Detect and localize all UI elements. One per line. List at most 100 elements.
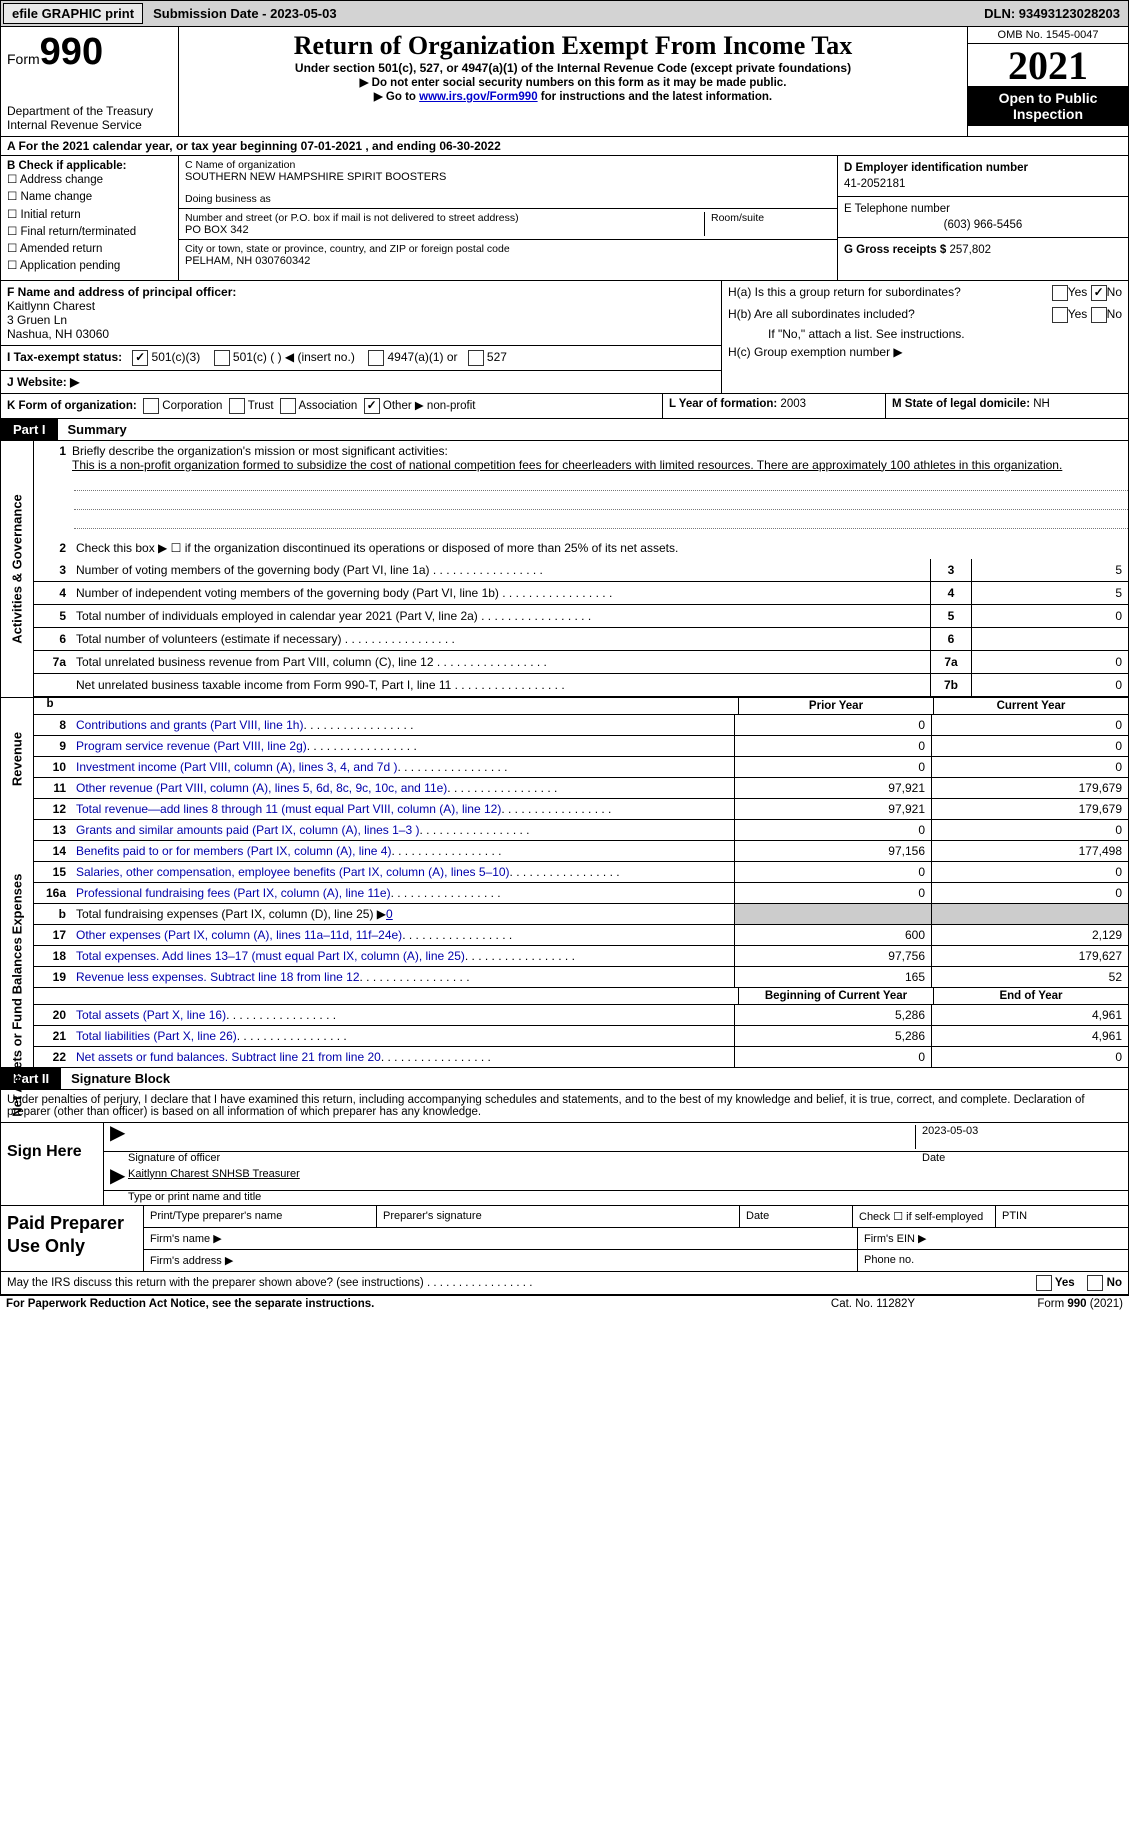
- sig-officer-label: Signature of officer: [128, 1152, 922, 1164]
- firm-ein-label: Firm's EIN ▶: [858, 1228, 1128, 1249]
- mission-text: This is a non-profit organization formed…: [72, 458, 1062, 472]
- gov-line-5: 5 Total number of individuals employed i…: [34, 605, 1128, 628]
- tax-exempt-label: I Tax-exempt status:: [7, 350, 122, 364]
- prep-check-label: Check ☐ if self-employed: [853, 1206, 996, 1227]
- section-b-title: B Check if applicable:: [7, 160, 172, 172]
- mission-label: Briefly describe the organization's miss…: [72, 444, 448, 458]
- chk-amended[interactable]: ☐ Amended return: [7, 241, 172, 258]
- gross-value: 257,802: [949, 244, 991, 256]
- data-line-19: 19 Revenue less expenses. Subtract line …: [34, 967, 1128, 988]
- gov-line-7b: Net unrelated business taxable income fr…: [34, 674, 1128, 697]
- sign-here-block: Sign Here ▶ 2023-05-03 Signature of offi…: [0, 1123, 1129, 1206]
- sig-name: Kaitlynn Charest SNHSB Treasurer: [128, 1168, 1122, 1188]
- data-line-12: 12 Total revenue—add lines 8 through 11 …: [34, 799, 1128, 820]
- discuss-yes[interactable]: [1036, 1275, 1052, 1291]
- gross-label: G Gross receipts $: [844, 244, 946, 256]
- city-label: City or town, state or province, country…: [185, 243, 831, 255]
- data-line-18: 18 Total expenses. Add lines 13–17 (must…: [34, 946, 1128, 967]
- open-to-public: Open to Public Inspection: [968, 86, 1128, 126]
- chk-501c3[interactable]: [132, 350, 148, 366]
- data-line-10: 10 Investment income (Part VIII, column …: [34, 757, 1128, 778]
- ein-label: D Employer identification number: [844, 162, 1122, 174]
- chk-final-return[interactable]: ☐ Final return/terminated: [7, 224, 172, 241]
- chk-501c[interactable]: [214, 350, 230, 366]
- hb-no[interactable]: [1091, 307, 1107, 323]
- net-assets-section: Net Assets or Fund Balances Beginning of…: [0, 988, 1129, 1068]
- ha-label: H(a) Is this a group return for subordin…: [728, 285, 1122, 299]
- data-line-15: 15 Salaries, other compensation, employe…: [34, 862, 1128, 883]
- firm-phone-label: Phone no.: [858, 1250, 1128, 1271]
- room-label: Room/suite: [711, 212, 831, 224]
- ha-no[interactable]: [1091, 285, 1107, 301]
- form-subtitle: Under section 501(c), 527, or 4947(a)(1)…: [185, 61, 961, 75]
- firm-name-label: Firm's name ▶: [144, 1228, 858, 1249]
- ha-yes[interactable]: [1052, 285, 1068, 301]
- data-line-21: 21 Total liabilities (Part X, line 26) 5…: [34, 1026, 1128, 1047]
- form-number: Form990: [7, 31, 172, 74]
- chk-527[interactable]: [468, 350, 484, 366]
- revenue-section: Revenue b Prior Year Current Year 8 Cont…: [0, 697, 1129, 820]
- org-name-label: C Name of organization: [185, 159, 831, 171]
- phone-label: E Telephone number: [844, 203, 1122, 215]
- prep-date-label: Date: [740, 1206, 853, 1227]
- chk-initial-return[interactable]: ☐ Initial return: [7, 207, 172, 224]
- chk-assoc[interactable]: [280, 398, 296, 414]
- data-line-9: 9 Program service revenue (Part VIII, li…: [34, 736, 1128, 757]
- prep-name-label: Print/Type preparer's name: [144, 1206, 377, 1227]
- chk-other[interactable]: [364, 398, 380, 414]
- footer-final: For Paperwork Reduction Act Notice, see …: [0, 1295, 1129, 1312]
- form-title: Return of Organization Exempt From Incom…: [185, 31, 961, 61]
- chk-name-change[interactable]: ☐ Name change: [7, 189, 172, 206]
- discuss-row: May the IRS discuss this return with the…: [0, 1272, 1129, 1295]
- chk-trust[interactable]: [229, 398, 245, 414]
- chk-4947[interactable]: [368, 350, 384, 366]
- state-domicile: NH: [1033, 398, 1050, 410]
- form-header: Form990 Department of the Treasury Inter…: [0, 27, 1129, 137]
- omb-number: OMB No. 1545-0047: [968, 27, 1128, 44]
- gov-line-7a: 7a Total unrelated business revenue from…: [34, 651, 1128, 674]
- year-formation: 2003: [780, 398, 806, 410]
- line2-text: Check this box ▶ ☐ if the organization d…: [72, 539, 1128, 557]
- irs-link[interactable]: www.irs.gov/Form990: [419, 91, 537, 103]
- ptin-label: PTIN: [996, 1206, 1128, 1227]
- activities-governance: Activities & Governance 1 Briefly descri…: [0, 441, 1129, 697]
- efile-print-button[interactable]: efile GRAPHIC print: [3, 3, 143, 24]
- org-name: SOUTHERN NEW HAMPSHIRE SPIRIT BOOSTERS: [185, 171, 831, 183]
- section-fhij: F Name and address of principal officer:…: [0, 281, 1129, 394]
- discuss-no[interactable]: [1087, 1275, 1103, 1291]
- phone-value: (603) 966-5456: [844, 215, 1122, 231]
- data-line-14: 14 Benefits paid to or for members (Part…: [34, 841, 1128, 862]
- data-line-16a: 16a Professional fundraising fees (Part …: [34, 883, 1128, 904]
- ein-value: 41-2052181: [844, 174, 1122, 190]
- form-note-2: ▶ Go to www.irs.gov/Form990 for instruct…: [185, 89, 961, 103]
- data-line-17: 17 Other expenses (Part IX, column (A), …: [34, 925, 1128, 946]
- gov-line-4: 4 Number of independent voting members o…: [34, 582, 1128, 605]
- submission-date-label: Submission Date - 2023-05-03: [145, 4, 345, 23]
- officer-addr1: 3 Gruen Ln: [7, 313, 715, 327]
- website-label: J Website: ▶: [7, 375, 79, 389]
- prep-sig-label: Preparer's signature: [377, 1206, 740, 1227]
- data-line-8: 8 Contributions and grants (Part VIII, l…: [34, 715, 1128, 736]
- officer-label: F Name and address of principal officer:: [7, 285, 236, 299]
- paid-preparer-block: Paid Preparer Use Only Print/Type prepar…: [0, 1206, 1129, 1272]
- sig-name-label: Type or print name and title: [128, 1191, 261, 1203]
- hc-label: H(c) Group exemption number ▶: [728, 341, 1122, 359]
- tax-year: 2021: [968, 44, 1128, 86]
- data-line-13: 13 Grants and similar amounts paid (Part…: [34, 820, 1128, 841]
- org-info-block: B Check if applicable: ☐ Address change …: [0, 156, 1129, 281]
- officer-name: Kaitlynn Charest: [7, 299, 715, 313]
- hb-note: If "No," attach a list. See instructions…: [728, 323, 1122, 341]
- data-line-22: 22 Net assets or fund balances. Subtract…: [34, 1047, 1128, 1067]
- date-label: Date: [922, 1152, 1122, 1164]
- officer-addr2: Nashua, NH 03060: [7, 327, 715, 341]
- addr-label: Number and street (or P.O. box if mail i…: [185, 212, 704, 224]
- chk-app-pending[interactable]: ☐ Application pending: [7, 258, 172, 275]
- irs-label: Internal Revenue Service: [7, 118, 172, 132]
- addr-value: PO BOX 342: [185, 224, 704, 236]
- hb-yes[interactable]: [1052, 307, 1068, 323]
- dln-label: DLN: 93493123028203: [976, 4, 1128, 23]
- city-value: PELHAM, NH 030760342: [185, 255, 831, 267]
- chk-corp[interactable]: [143, 398, 159, 414]
- part2-header: Part II Signature Block: [0, 1068, 1129, 1090]
- chk-address-change[interactable]: ☐ Address change: [7, 172, 172, 189]
